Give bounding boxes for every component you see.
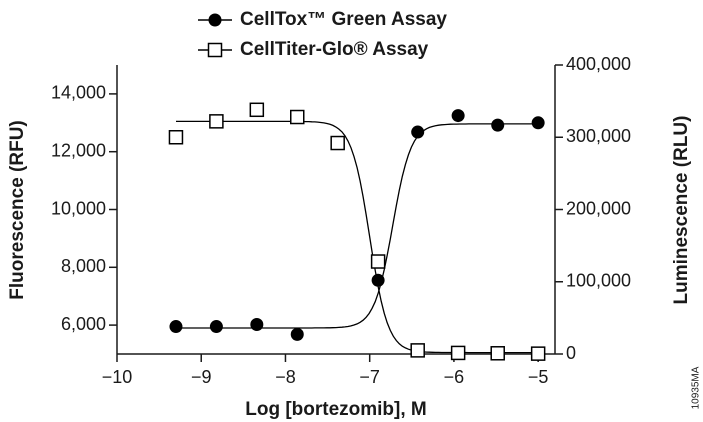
figure-id: 10935MA [691, 366, 702, 409]
y-axis-title: Fluorescence (RFU) [7, 120, 28, 299]
y2-tick-label: 300,000 [566, 126, 631, 146]
x-tick-label: −7 [359, 367, 380, 387]
y-tick-label: 12,000 [51, 140, 106, 160]
point [330, 135, 345, 151]
point [168, 130, 184, 145]
point [451, 109, 465, 123]
y2-axis-title: Luminescence (RLU) [671, 116, 692, 305]
x-tick-label: −8 [275, 367, 296, 387]
legend-marker [207, 42, 223, 58]
point [290, 327, 304, 341]
point [410, 343, 425, 358]
fit-curve [176, 120, 539, 354]
legend-label: CellTiter-Glo® Assay [240, 39, 429, 60]
x-tick-label: −6 [444, 367, 465, 387]
point [370, 254, 386, 269]
point [250, 318, 264, 332]
y2-tick-label: 0 [566, 343, 576, 363]
point [249, 102, 265, 118]
y2-tick-label: 400,000 [566, 54, 631, 74]
point [530, 346, 546, 361]
point [491, 118, 505, 132]
x-tick-label: −9 [191, 367, 212, 387]
point [290, 109, 305, 125]
y-tick-label: 10,000 [51, 198, 106, 218]
fit-curve [176, 123, 539, 329]
y-tick-label: 8,000 [61, 256, 106, 276]
point [371, 273, 385, 287]
legend-label: CellTox™ Green Assay [240, 9, 447, 30]
y2-tick-label: 100,000 [566, 271, 631, 291]
x-tick-label: −10 [102, 367, 133, 387]
point [209, 114, 224, 129]
legend-marker [208, 13, 222, 27]
y-tick-label: 6,000 [61, 314, 106, 334]
y2-tick-label: 200,000 [566, 198, 631, 218]
point [209, 320, 223, 334]
point [531, 116, 545, 130]
point [169, 320, 183, 334]
point [490, 346, 505, 361]
x-tick-label: −5 [528, 367, 549, 387]
point [411, 125, 425, 139]
x-axis-title: Log [bortezomib], M [245, 399, 427, 420]
y-tick-label: 14,000 [51, 83, 106, 103]
point [450, 345, 466, 361]
